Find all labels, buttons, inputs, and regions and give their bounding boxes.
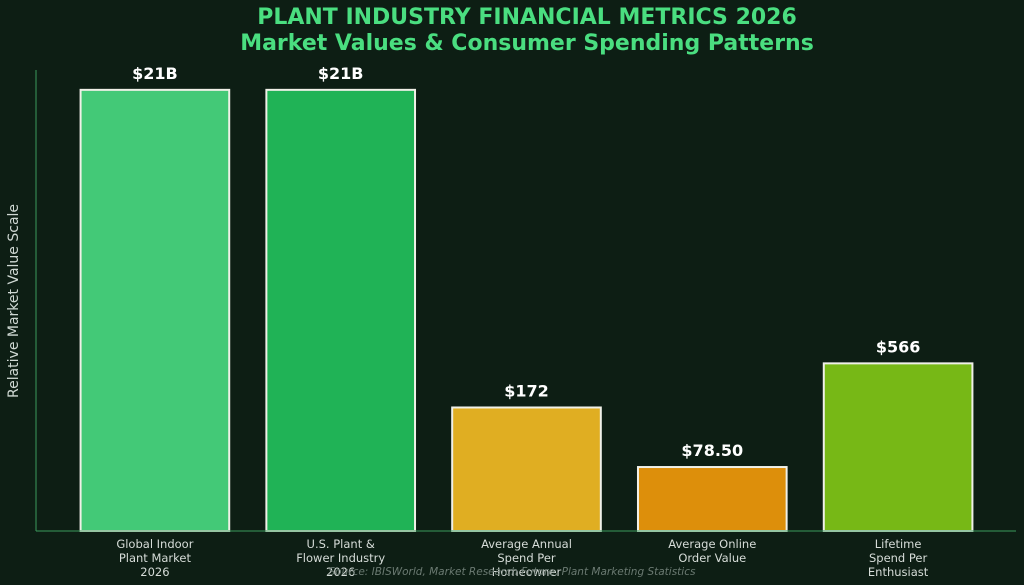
x-tick-label-line: U.S. Plant &: [307, 537, 375, 551]
x-tick-label-line: Spend Per: [869, 551, 928, 565]
bar-value-label-3: $172: [504, 381, 549, 400]
bar-2: [265, 88, 417, 532]
bar-1: [79, 88, 231, 532]
value-labels-group: $21B $21B $172 $78.50 $566: [132, 64, 920, 460]
x-tick-label-line: Average Online: [668, 537, 756, 551]
x-tick-label-line: 2026: [326, 565, 355, 579]
x-tick-label-line: Lifetime: [875, 537, 922, 551]
x-tick-label-line: Average Annual: [481, 537, 572, 551]
x-tick-label-line: Global Indoor: [116, 537, 193, 551]
x-tick-label-2: U.S. Plant & Flower Industry 2026: [296, 537, 385, 579]
bar-3: [451, 406, 602, 533]
x-tick-label-line: Enthusiast: [868, 565, 929, 579]
bar-value-label-1: $21B: [132, 64, 178, 83]
bar-5: [822, 362, 974, 532]
bar-value-label-5: $566: [876, 337, 921, 356]
x-tick-label-3: Average Annual Spend Per Homeowner: [481, 537, 572, 579]
source-note: Source: IBISWorld, Market Research Futur…: [329, 566, 696, 578]
bar-value-label-2: $21B: [318, 64, 364, 83]
x-tick-label-line: Homeowner: [492, 565, 562, 579]
bars-group: [79, 88, 974, 533]
y-axis-label: Relative Market Value Scale: [6, 204, 22, 398]
chart-subtitle: Market Values & Consumer Spending Patter…: [240, 31, 814, 56]
x-tick-label-1: Global Indoor Plant Market 2026: [116, 537, 193, 579]
x-tick-label-line: Flower Industry: [296, 551, 385, 565]
x-tick-label-4: Average Online Order Value: [668, 537, 756, 565]
x-tick-label-line: Plant Market: [119, 551, 192, 565]
x-tick-label-line: Order Value: [678, 551, 746, 565]
x-tick-label-5: Lifetime Spend Per Enthusiast: [868, 537, 929, 579]
chart-title: PLANT INDUSTRY FINANCIAL METRICS 2026: [257, 5, 797, 30]
x-tick-label-line: Spend Per: [497, 551, 556, 565]
bar-4: [636, 466, 788, 532]
x-tick-label-line: 2026: [140, 565, 169, 579]
bar-value-label-4: $78.50: [681, 441, 743, 460]
